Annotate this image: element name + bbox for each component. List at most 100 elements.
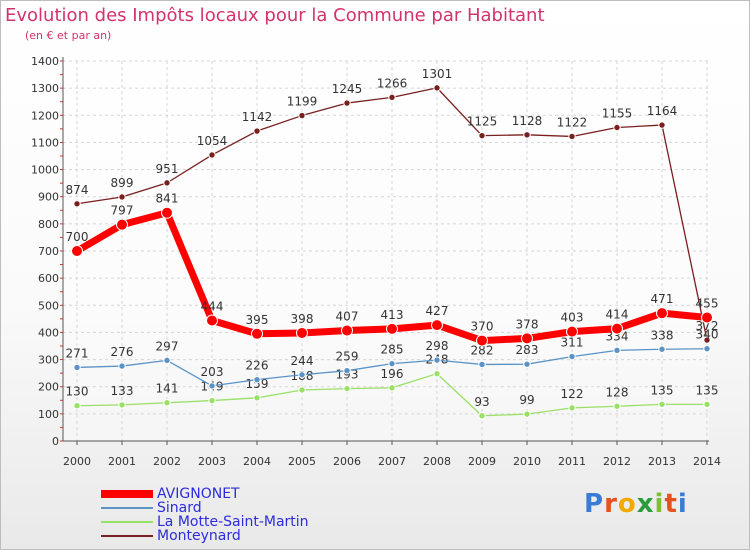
data-label-monteynard: 372 bbox=[696, 319, 719, 333]
y-tick-label: 500 bbox=[38, 299, 59, 312]
legend-swatch bbox=[101, 490, 153, 498]
data-point-avignonet bbox=[566, 325, 578, 338]
y-tick-label: 0 bbox=[52, 435, 59, 448]
logo-letter: o bbox=[617, 489, 637, 519]
data-point-monteynard bbox=[523, 131, 531, 139]
x-tick-label: 2005 bbox=[288, 455, 316, 468]
data-point-la-motte-saint-martin bbox=[388, 384, 396, 392]
data-label-sinard: 283 bbox=[516, 343, 539, 357]
data-label-sinard: 244 bbox=[291, 354, 314, 368]
data-label-avignonet: 427 bbox=[426, 304, 449, 318]
data-label-sinard: 271 bbox=[66, 346, 89, 360]
data-label-monteynard: 899 bbox=[111, 176, 134, 190]
data-label-sinard: 276 bbox=[111, 345, 134, 359]
legend-label: Monteynard bbox=[157, 528, 241, 544]
data-point-la-motte-saint-martin bbox=[433, 369, 441, 378]
data-label-avignonet: 413 bbox=[381, 308, 404, 322]
data-label-monteynard: 1125 bbox=[467, 115, 498, 129]
chart-subtitle: (en € et par an) bbox=[25, 29, 112, 42]
data-label-avignonet: 403 bbox=[561, 311, 584, 325]
data-label-sinard: 297 bbox=[156, 339, 179, 353]
data-label-sinard: 298 bbox=[426, 339, 449, 353]
data-point-sinard bbox=[208, 382, 216, 390]
data-point-la-motte-saint-martin bbox=[343, 384, 351, 393]
y-tick-label: 1300 bbox=[31, 82, 59, 95]
data-point-avignonet bbox=[71, 245, 83, 257]
x-tick-label: 2007 bbox=[378, 455, 406, 468]
data-point-la-motte-saint-martin bbox=[523, 410, 531, 418]
y-tick-label: 400 bbox=[38, 326, 59, 339]
data-point-monteynard bbox=[118, 193, 126, 201]
y-tick-label: 300 bbox=[38, 354, 59, 367]
data-point-monteynard bbox=[658, 121, 666, 129]
data-point-sinard bbox=[613, 346, 621, 355]
data-point-sinard bbox=[658, 345, 666, 353]
data-label-la-motte-saint-martin: 122 bbox=[561, 387, 584, 401]
data-label-sinard: 311 bbox=[561, 336, 584, 350]
data-label-avignonet: 378 bbox=[516, 317, 539, 331]
legend-swatch bbox=[101, 535, 153, 537]
data-point-sinard bbox=[343, 367, 351, 375]
y-tick-label: 1400 bbox=[31, 55, 59, 68]
data-label-la-motte-saint-martin: 196 bbox=[381, 367, 404, 381]
logo-letter: P bbox=[584, 489, 605, 519]
data-label-monteynard: 1266 bbox=[377, 76, 408, 90]
data-point-sinard bbox=[388, 359, 396, 368]
data-point-sinard bbox=[298, 371, 306, 379]
data-point-monteynard bbox=[613, 123, 621, 132]
data-point-la-motte-saint-martin bbox=[73, 402, 81, 410]
data-label-monteynard: 874 bbox=[66, 183, 89, 197]
data-label-monteynard: 1128 bbox=[512, 114, 543, 128]
data-label-sinard: 203 bbox=[201, 365, 224, 379]
y-tick-label: 1200 bbox=[31, 109, 59, 122]
data-label-avignonet: 455 bbox=[696, 297, 719, 311]
data-label-avignonet: 398 bbox=[291, 312, 314, 326]
data-label-sinard: 285 bbox=[381, 343, 404, 357]
data-label-avignonet: 841 bbox=[156, 192, 179, 206]
x-tick-label: 2012 bbox=[603, 455, 631, 468]
data-label-avignonet: 414 bbox=[606, 308, 629, 322]
legend-label: La Motte-Saint-Martin bbox=[157, 514, 309, 530]
data-point-monteynard bbox=[163, 179, 171, 187]
x-tick-label: 2003 bbox=[198, 455, 226, 468]
data-point-avignonet bbox=[341, 324, 353, 337]
y-tick-label: 1000 bbox=[31, 164, 59, 177]
data-label-monteynard: 1054 bbox=[197, 134, 228, 148]
data-point-monteynard bbox=[568, 132, 576, 141]
data-point-monteynard bbox=[298, 111, 306, 120]
y-tick-label: 700 bbox=[38, 245, 59, 258]
y-tick-label: 1100 bbox=[31, 136, 59, 149]
data-label-avignonet: 370 bbox=[471, 320, 494, 334]
legend-swatch bbox=[101, 521, 153, 523]
legend-item: Sinard bbox=[101, 501, 202, 515]
data-label-la-motte-saint-martin: 135 bbox=[696, 383, 719, 397]
data-label-sinard: 340 bbox=[696, 328, 719, 342]
legend-item: AVIGNONET bbox=[101, 487, 240, 501]
data-point-avignonet bbox=[476, 334, 488, 347]
data-point-avignonet bbox=[296, 326, 308, 339]
data-point-avignonet bbox=[701, 311, 713, 324]
data-point-monteynard bbox=[703, 336, 711, 344]
data-point-sinard bbox=[703, 345, 711, 353]
data-label-avignonet: 700 bbox=[66, 230, 89, 244]
x-tick-label: 2000 bbox=[63, 455, 91, 468]
data-point-la-motte-saint-martin bbox=[163, 399, 171, 407]
proxiti-logo: Proxiti bbox=[584, 489, 688, 519]
data-label-la-motte-saint-martin: 130 bbox=[66, 385, 89, 399]
data-label-sinard: 226 bbox=[246, 359, 269, 373]
x-tick-label: 2013 bbox=[648, 455, 676, 468]
data-label-sinard: 259 bbox=[336, 350, 359, 364]
data-label-monteynard: 1199 bbox=[287, 95, 318, 109]
data-point-sinard bbox=[118, 362, 126, 370]
y-tick-label: 800 bbox=[38, 218, 59, 231]
data-label-sinard: 334 bbox=[606, 329, 629, 343]
data-point-sinard bbox=[73, 363, 81, 372]
x-tick-label: 2011 bbox=[558, 455, 586, 468]
legend-item: Monteynard bbox=[101, 529, 241, 543]
data-label-monteynard: 1142 bbox=[242, 110, 273, 124]
data-label-la-motte-saint-martin: 93 bbox=[474, 395, 489, 409]
data-label-avignonet: 407 bbox=[336, 310, 359, 324]
data-point-avignonet bbox=[521, 332, 533, 345]
data-point-monteynard bbox=[343, 99, 351, 107]
